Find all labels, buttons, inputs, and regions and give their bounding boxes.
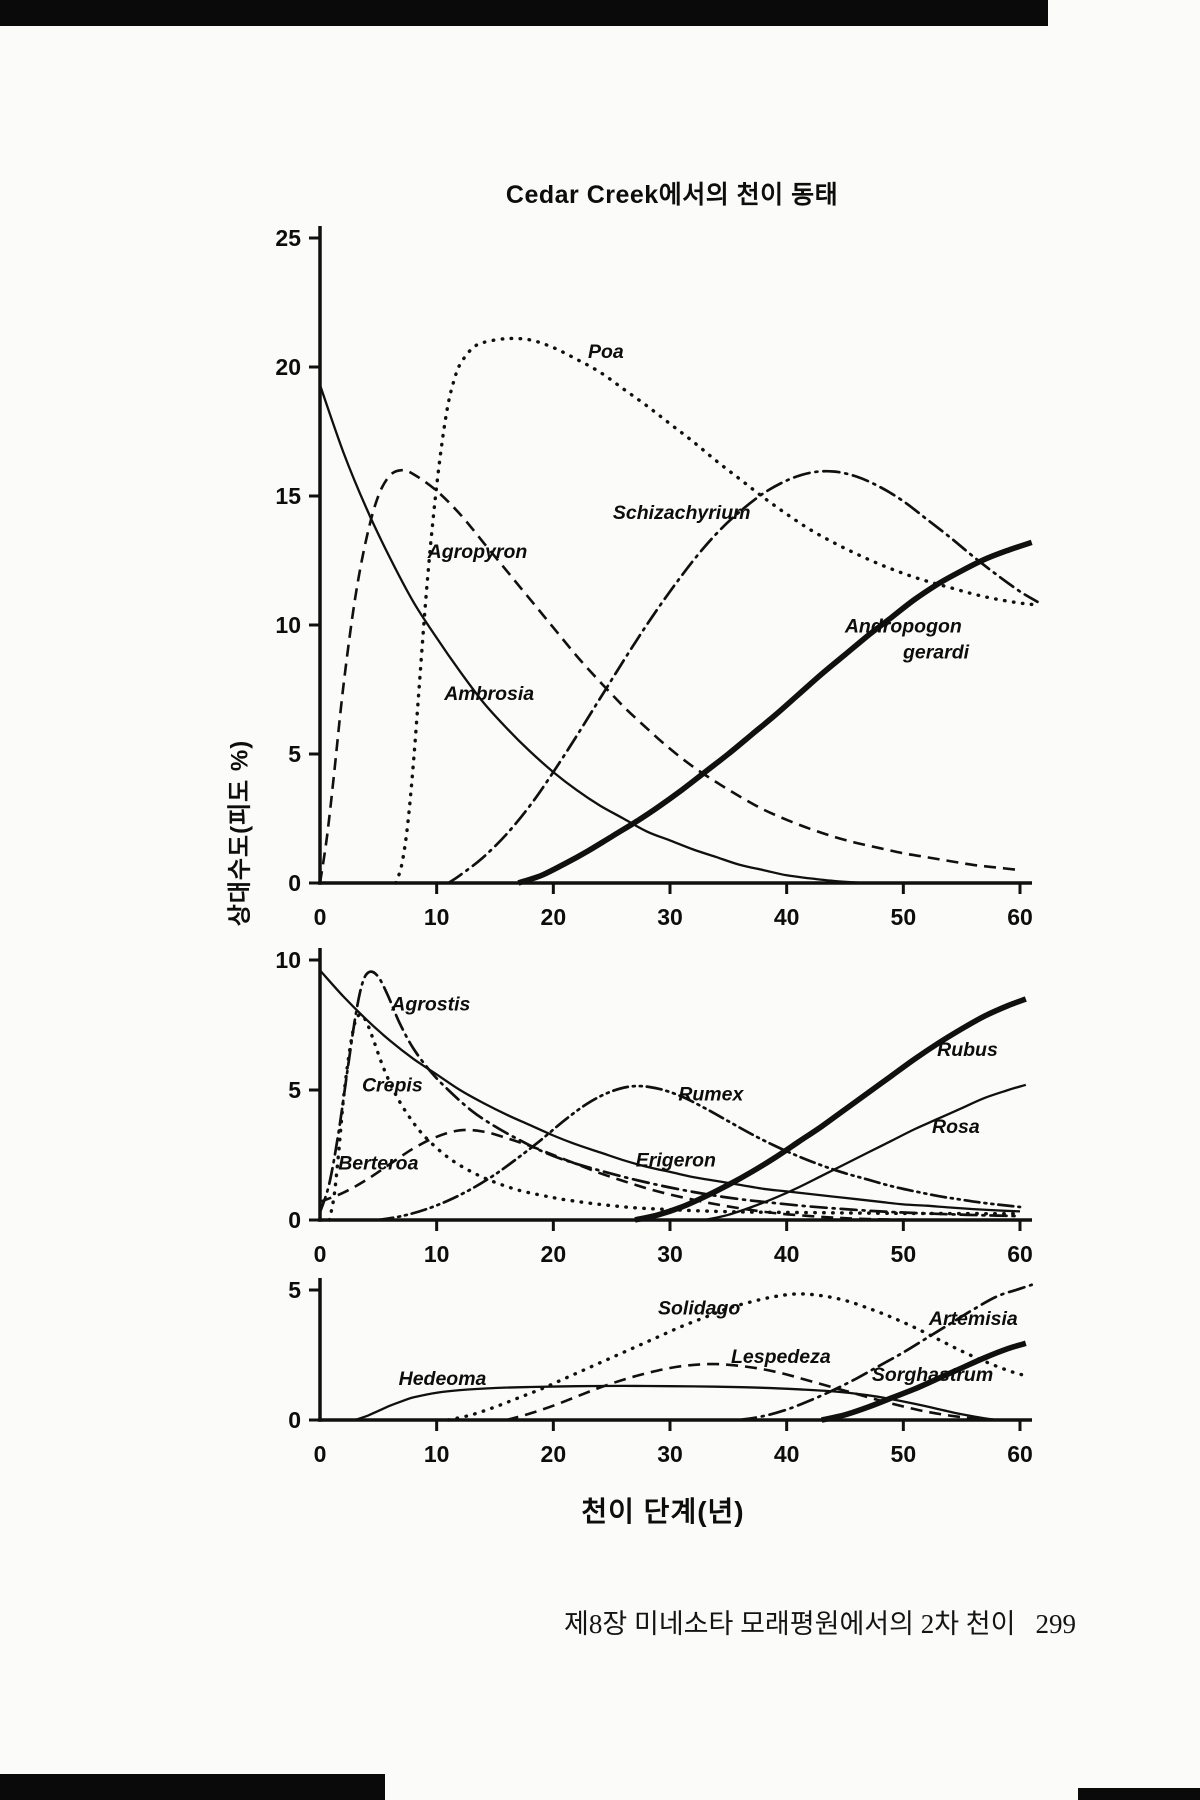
x-tick-label: 30 [657,904,683,930]
series-line-lespedeza [506,1362,997,1422]
page-footer: 제8장 미네소타 모래평원에서의 2차 천이 299 [564,1602,1076,1641]
y-tick-label: 0 [288,1407,301,1433]
x-tick-label: 20 [541,1441,567,1467]
series-line-rumex [376,1084,1022,1222]
x-tick-label: 50 [891,904,917,930]
series-line-rosa [704,1083,1027,1222]
footer-page-number: 299 [1035,1609,1077,1639]
x-tick-label: 0 [314,904,327,930]
species-label-hedeoma: Hedeoma [399,1368,487,1390]
series-line-solidago [446,1292,1028,1422]
y-tick-label: 5 [288,1077,301,1103]
y-tick-label: 0 [288,1207,301,1233]
x-tick-label: 10 [424,1241,450,1267]
species-label-agrostis: Agrostis [390,994,470,1016]
x-tick-label: 50 [891,1441,917,1467]
series-line-rubus [634,996,1027,1223]
x-tick-label: 20 [541,1241,567,1267]
figure-title: Cedar Creek에서의 천이 동태 [505,181,839,209]
x-tick-label: 30 [657,1441,683,1467]
y-tick-label: 5 [288,1277,301,1303]
y-tick-label: 10 [275,947,301,973]
series-line-erigeron [319,969,1021,1213]
species-label-schizachyrium: Schizachyrium [613,502,751,524]
x-tick-label: 10 [424,1441,450,1467]
species-label-rubus: Rubus [937,1039,998,1061]
x-tick-label: 40 [774,1441,800,1467]
series-line-artemisia [738,1283,1034,1422]
y-tick-label: 25 [275,225,301,251]
footer-chapter-text: 제8장 미네소타 모래평원에서의 2차 천이 [564,1609,1016,1639]
chart-bottom: 050 10 20 30 40 50 60HedeomaSolidagoLespedezaS… [288,1277,1034,1467]
species-label-artemisia: Artemisia [928,1308,1018,1330]
series-line-hedeoma [354,1384,997,1422]
scan-artifact-top-bar [0,0,1048,26]
chart-top: 0 5 10 15 20 25 0 10 20 30 40 50 60 Poa Agropyron Schiz… [275,225,1039,930]
series-line-ambrosia [318,384,1020,885]
species-label-crepis: Crepis [362,1074,423,1096]
y-tick-label: 20 [275,354,301,380]
x-tick-label: 60 [1007,1241,1033,1267]
species-label-agropyron: Agropyron [427,541,528,563]
species-label-rumex: Rumex [678,1083,744,1105]
scan-artifact-bottom-right-bar [1078,1788,1200,1800]
species-label-solidago: Solidago [658,1298,740,1320]
x-axis-title: 천이 단계(년) [581,1496,745,1527]
x-tick-label: 10 [424,904,450,930]
series-line-agrostis [318,970,1022,1218]
series-line-berteroa [319,1128,1020,1222]
species-label-lespedeza: Lespedeza [731,1346,831,1368]
x-tick-label: 40 [774,904,800,930]
scan-artifact-bottom-left-bar [0,1774,385,1800]
series-line-andropogon-gerardi [517,539,1033,886]
x-tick-label: 0 [314,1241,327,1267]
y-tick-label: 10 [275,612,301,638]
series-line-poa [394,336,1034,885]
species-label-ambrosia: Ambrosia [443,683,534,705]
y-tick-label: 15 [275,483,301,509]
species-label-poa: Poa [588,341,624,363]
x-tick-label: 20 [541,904,567,930]
species-label-sorghastrum: Sorghastrum [872,1364,993,1386]
x-tick-label: 0 [314,1441,327,1467]
x-tick-label: 40 [774,1241,800,1267]
y-tick-label: 5 [288,741,301,767]
x-tick-label: 50 [891,1241,917,1267]
species-label-berteroa: Berteroa [338,1152,418,1174]
series-line-agropyron [318,468,1021,884]
y-tick-label: 0 [288,870,301,896]
x-tick-label: 60 [1007,1441,1033,1467]
species-label-gerardi: gerardi [902,642,970,664]
species-label-erigeron: Erigeron [636,1150,716,1172]
series-line-schizachyrium [446,469,1039,885]
species-label-rosa: Rosa [932,1116,980,1138]
x-tick-label: 60 [1007,904,1033,930]
species-label-andropogon: Andropogon [844,616,962,638]
series-line-sorghastrum [821,1340,1027,1423]
x-tick-label: 30 [657,1241,683,1267]
series-line-crepis [327,1012,1022,1222]
chart-middle: 0 5 10 0 10 20 30 40 50 60 Agrostis Crepis Berteroa R… [275,947,1032,1267]
